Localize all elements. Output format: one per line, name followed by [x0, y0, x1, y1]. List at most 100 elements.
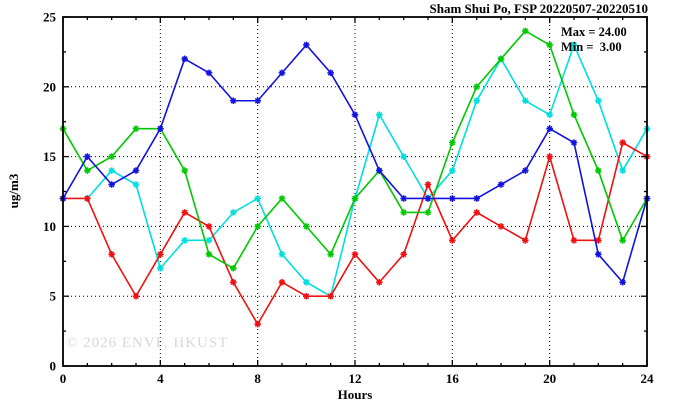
- data-point-marker: [351, 195, 359, 202]
- data-point-marker: [497, 223, 505, 230]
- gridlines: [63, 17, 647, 366]
- data-point-marker: [84, 195, 91, 202]
- data-point-marker: [303, 292, 310, 300]
- data-point-marker: [619, 278, 626, 286]
- data-point-marker: [205, 223, 213, 230]
- data-point-marker: [351, 111, 359, 119]
- data-point-marker: [522, 27, 529, 35]
- data-point-marker: [449, 139, 456, 146]
- data-point-marker: [522, 97, 529, 105]
- data-point-marker: [424, 181, 432, 188]
- data-point-marker: [570, 111, 578, 119]
- x-tick-label: 0: [60, 371, 67, 386]
- min-label: Min = 3.00: [561, 39, 622, 54]
- data-point-marker: [327, 69, 334, 77]
- data-point-marker: [376, 111, 383, 119]
- data-point-marker: [497, 181, 505, 188]
- x-tick-label: 4: [157, 371, 164, 386]
- red-series: [59, 139, 651, 328]
- data-point-marker: [254, 195, 261, 202]
- data-point-marker: [84, 153, 91, 160]
- data-point-marker: [254, 320, 261, 328]
- y-tick-label: 5: [50, 289, 57, 304]
- data-point-marker: [449, 237, 456, 244]
- data-point-marker: [230, 97, 237, 105]
- x-tick-label: 12: [349, 371, 362, 386]
- data-point-marker: [278, 251, 286, 258]
- data-point-marker: [546, 111, 553, 119]
- data-point-marker: [351, 251, 359, 258]
- x-tick-label: 20: [543, 371, 556, 386]
- data-point-marker: [497, 55, 505, 63]
- data-point-marker: [132, 181, 140, 188]
- data-point-marker: [400, 153, 407, 160]
- data-point-marker: [132, 125, 140, 132]
- data-point-marker: [619, 237, 626, 244]
- data-point-marker: [181, 237, 188, 244]
- data-point-marker: [157, 264, 164, 272]
- data-point-marker: [570, 237, 578, 244]
- data-point-marker: [303, 41, 310, 49]
- data-point-marker: [278, 69, 286, 77]
- data-point-marker: [108, 153, 115, 160]
- data-point-marker: [619, 167, 626, 174]
- data-point-marker: [376, 167, 383, 174]
- data-point-marker: [157, 125, 164, 132]
- x-tick-label: 8: [254, 371, 261, 386]
- data-point-marker: [327, 251, 334, 258]
- x-tick-label: 16: [446, 371, 460, 386]
- data-point-marker: [424, 209, 432, 216]
- max-label: Max = 24.00: [561, 25, 627, 39]
- data-point-marker: [546, 41, 553, 49]
- data-point-marker: [595, 97, 602, 105]
- y-tick-label: 15: [43, 149, 57, 164]
- data-point-marker: [108, 181, 115, 188]
- data-point-marker: [595, 251, 602, 258]
- y-tick-label: 25: [43, 10, 57, 25]
- y-tick-label: 0: [50, 359, 57, 374]
- data-point-marker: [570, 139, 578, 146]
- data-point-marker: [157, 251, 164, 258]
- data-point-marker: [595, 237, 602, 244]
- chart-title: Sham Shui Po, FSP 20220507-20220510: [429, 1, 648, 16]
- data-point-marker: [205, 251, 213, 258]
- data-point-marker: [473, 195, 480, 202]
- data-point-marker: [400, 251, 407, 258]
- data-point-marker: [473, 83, 480, 91]
- cyan-series: [84, 41, 651, 300]
- data-point-marker: [546, 153, 553, 160]
- max-min-annotation: Max = 24.00 Min = 3.00: [561, 25, 627, 54]
- data-point-marker: [473, 97, 480, 105]
- data-point-marker: [205, 69, 213, 77]
- data-point-marker: [546, 125, 553, 132]
- data-point-marker: [181, 55, 188, 63]
- data-point-marker: [181, 209, 188, 216]
- y-axis-label: ug/m3: [6, 173, 21, 209]
- data-point-marker: [595, 167, 602, 174]
- data-point-marker: [278, 278, 286, 286]
- data-point-marker: [400, 195, 407, 202]
- data-point-marker: [522, 237, 529, 244]
- data-point-marker: [619, 139, 626, 146]
- data-point-marker: [230, 264, 237, 272]
- data-point-marker: [108, 167, 115, 174]
- data-point-marker: [254, 223, 261, 230]
- data-point-marker: [205, 237, 213, 244]
- tick-labels: 0 4 8 12 16 20 24 0 5 10 15 20 25: [43, 10, 654, 387]
- data-point-marker: [230, 278, 237, 286]
- data-point-marker: [327, 292, 334, 300]
- y-tick-label: 20: [43, 79, 56, 94]
- axis-ticks: [62, 16, 648, 367]
- data-point-marker: [278, 195, 286, 202]
- data-point-marker: [132, 292, 140, 300]
- data-point-marker: [376, 278, 383, 286]
- y-tick-label: 10: [43, 219, 56, 234]
- data-point-marker: [303, 223, 310, 230]
- data-point-marker: [254, 97, 261, 105]
- watermark: © 2026 ENVF, HKUST: [66, 335, 229, 351]
- data-point-marker: [303, 278, 310, 286]
- data-point-marker: [400, 209, 407, 216]
- data-point-marker: [473, 209, 480, 216]
